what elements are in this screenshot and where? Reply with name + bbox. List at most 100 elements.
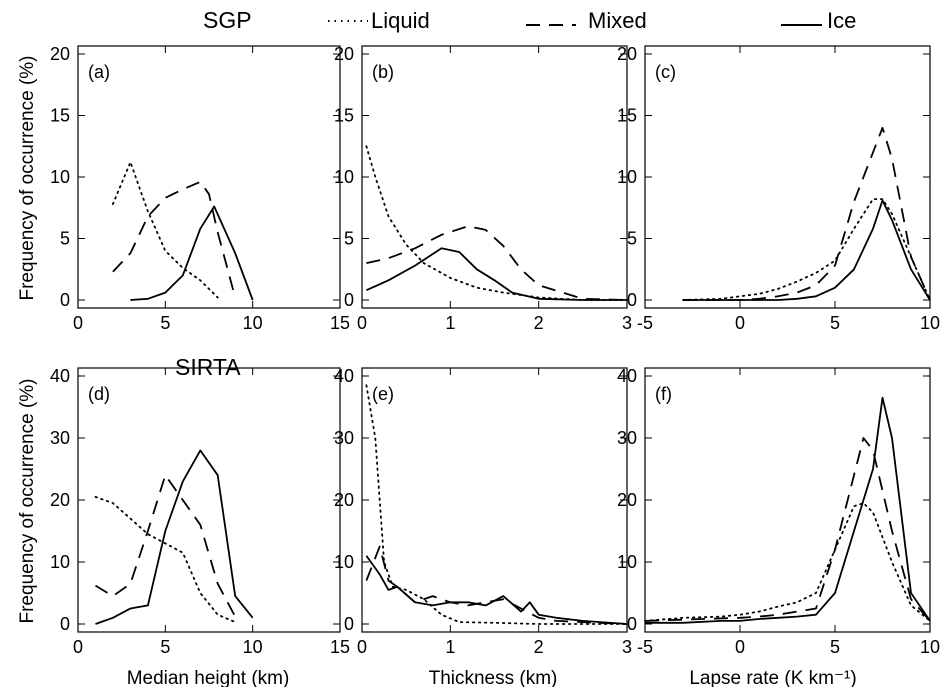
- x-tick-label: 2: [534, 637, 544, 657]
- plot-frame: [361, 45, 628, 309]
- y-axis-label-bottom: Frequency of occurrence (%): [17, 379, 38, 624]
- y-tick-label: 30: [617, 428, 637, 448]
- x-tick-label: 10: [243, 637, 263, 657]
- y-tick-label: 40: [617, 366, 637, 386]
- x-tick-label: 3: [622, 637, 632, 657]
- series-line-liquid: [112, 161, 219, 299]
- y-tick-label: 5: [344, 229, 354, 249]
- y-tick-label: 15: [617, 106, 637, 126]
- legend-ice-label: Ice: [827, 8, 856, 33]
- site-label-sgp: SGP: [203, 7, 252, 33]
- y-tick-label: 10: [617, 167, 637, 187]
- x-axis-label-lapse: Lapse rate (K km⁻¹): [689, 668, 856, 687]
- panel-label: (e): [372, 384, 394, 404]
- x-tick-label: 3: [622, 313, 632, 333]
- x-tick-label: 5: [830, 313, 840, 333]
- series-line-ice: [365, 555, 628, 625]
- panel-d: 0 5 10 15 0 10 20 30 40 (d): [50, 366, 350, 657]
- series-line-ice: [366, 247, 627, 301]
- y-tick-label: 5: [60, 229, 70, 249]
- plot-frame: [77, 45, 341, 309]
- panel-b: 0 1 2 3 0 5 10 15 20 (b): [334, 44, 632, 333]
- x-tick-label: 10: [920, 313, 940, 333]
- series-line-ice: [95, 449, 254, 625]
- y-tick-label: 10: [334, 552, 354, 572]
- series-line-ice: [130, 205, 254, 301]
- series-line-mixed: [683, 126, 931, 301]
- site-label-sirta: SIRTA: [175, 354, 241, 380]
- y-tick-label: 20: [50, 490, 70, 510]
- series-line-mixed: [365, 545, 628, 625]
- y-tick-label: 40: [334, 366, 354, 386]
- panel-label: (a): [88, 62, 110, 82]
- plot-frame: [644, 367, 931, 633]
- plot-frame: [361, 367, 628, 633]
- x-tick-label: 15: [330, 313, 350, 333]
- y-tick-label: 10: [334, 167, 354, 187]
- x-tick-label: -5: [637, 637, 653, 657]
- x-tick-label: 0: [73, 313, 83, 333]
- y-tick-label: 10: [50, 552, 70, 572]
- x-tick-label: 15: [330, 637, 350, 657]
- panel-label: (d): [88, 384, 110, 404]
- y-tick-label: 15: [334, 106, 354, 126]
- x-tick-label: 1: [445, 637, 455, 657]
- y-tick-label: 10: [617, 552, 637, 572]
- x-axis-label-thickness: Thickness (km): [429, 668, 558, 687]
- x-tick-label: -5: [637, 313, 653, 333]
- y-tick-label: 20: [50, 44, 70, 64]
- y-tick-label: 0: [344, 290, 354, 310]
- series-line-mixed: [644, 437, 931, 622]
- panel-label: (b): [372, 62, 394, 82]
- series-line-mixed: [112, 180, 237, 298]
- series-line-liquid: [682, 198, 931, 301]
- series-line-liquid: [94, 495, 237, 623]
- x-tick-label: 0: [735, 637, 745, 657]
- y-tick-label: 0: [627, 614, 637, 634]
- series-line-mixed: [95, 474, 236, 618]
- legend-liquid-label: Liquid: [371, 8, 430, 33]
- y-axis-label-top: Frequency of occurrence (%): [17, 56, 38, 301]
- x-tick-label: 10: [243, 313, 263, 333]
- y-tick-label: 5: [627, 229, 637, 249]
- y-tick-label: 30: [50, 428, 70, 448]
- x-tick-label: 0: [735, 313, 745, 333]
- legend-mixed-label: Mixed: [588, 8, 647, 33]
- y-tick-label: 0: [60, 614, 70, 634]
- y-tick-label: 20: [334, 490, 354, 510]
- y-tick-label: 20: [617, 490, 637, 510]
- y-tick-label: 30: [334, 428, 354, 448]
- series-line-liquid: [365, 384, 628, 625]
- x-tick-label: 5: [830, 637, 840, 657]
- panel-a: 0 5 10 15 0 5 10 15 20 (a): [50, 44, 350, 333]
- series-line-liquid: [365, 145, 628, 301]
- y-tick-label: 40: [50, 366, 70, 386]
- y-tick-label: 0: [344, 614, 354, 634]
- x-tick-label: 10: [920, 637, 940, 657]
- series-line-mixed: [366, 225, 628, 301]
- plot-frame: [644, 45, 931, 309]
- series-line-ice: [645, 396, 931, 624]
- panel-label: (c): [655, 62, 676, 82]
- x-tick-label: 0: [357, 637, 367, 657]
- y-tick-label: 0: [627, 290, 637, 310]
- y-tick-label: 20: [334, 44, 354, 64]
- panel-label: (f): [655, 384, 672, 404]
- x-tick-label: 5: [160, 313, 170, 333]
- series-line-liquid: [644, 502, 931, 622]
- x-tick-label: 2: [534, 313, 544, 333]
- x-tick-label: 0: [73, 637, 83, 657]
- y-tick-label: 15: [50, 106, 70, 126]
- x-axis-label-height: Median height (km): [127, 668, 290, 687]
- y-tick-label: 20: [617, 44, 637, 64]
- y-tick-label: 10: [50, 167, 70, 187]
- x-tick-label: 0: [357, 313, 367, 333]
- x-tick-label: 5: [160, 637, 170, 657]
- y-tick-label: 0: [60, 290, 70, 310]
- series-line-ice: [683, 199, 931, 301]
